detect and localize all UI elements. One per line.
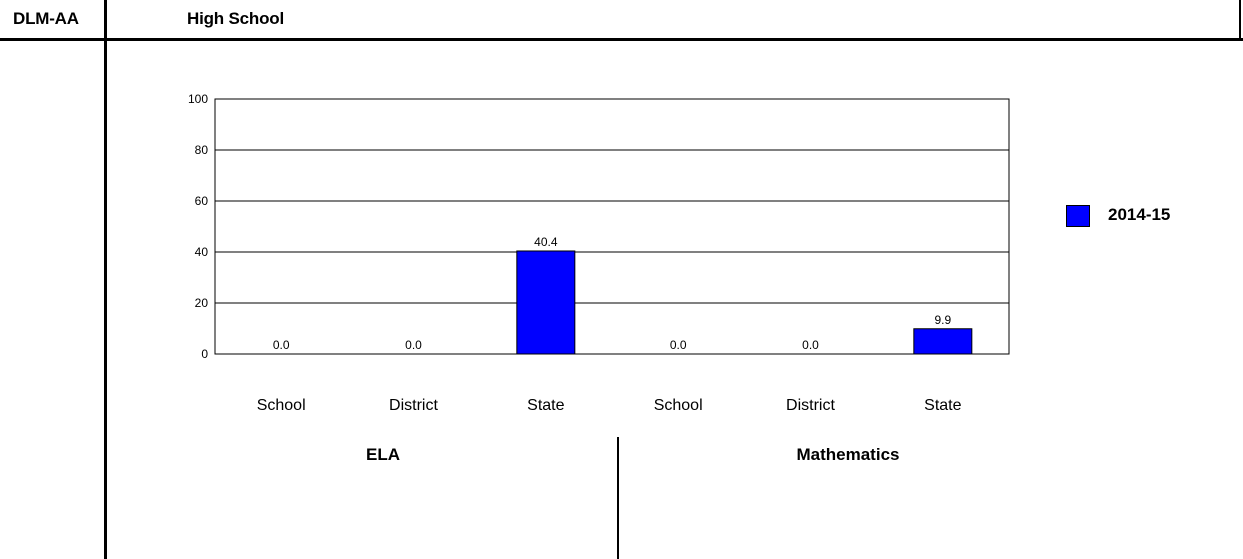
y-tick-label: 20 <box>195 296 209 310</box>
y-tick-label: 60 <box>195 194 209 208</box>
data-label: 0.0 <box>273 338 290 352</box>
plot-frame <box>214 98 1010 355</box>
data-label: 0.0 <box>670 338 687 352</box>
right-header-border <box>1239 0 1241 40</box>
left-column-divider <box>104 0 107 559</box>
x-tick-label: State <box>924 397 961 414</box>
x-tick-label: School <box>654 397 703 414</box>
y-tick-label: 100 <box>188 92 208 106</box>
header-rule <box>0 38 1243 41</box>
x-tick-label: District <box>786 397 835 414</box>
x-tick-label: State <box>527 397 564 414</box>
y-tick-label: 0 <box>201 347 208 361</box>
page-title: High School <box>187 9 284 28</box>
data-label: 0.0 <box>405 338 422 352</box>
data-label: 9.9 <box>934 313 951 327</box>
assessment-label: DLM-AA <box>13 9 79 28</box>
data-label: 40.4 <box>534 235 558 249</box>
data-label: 0.0 <box>802 338 819 352</box>
bar <box>516 250 576 355</box>
y-tick-label: 40 <box>195 245 209 259</box>
group-divider <box>617 437 619 559</box>
x-tick-label: School <box>257 397 306 414</box>
group-label-ela: ELA <box>366 445 400 464</box>
bar <box>913 328 973 355</box>
y-tick-label: 80 <box>195 143 209 157</box>
group-label-mathematics: Mathematics <box>796 445 900 464</box>
legend-swatch <box>1066 205 1090 227</box>
x-tick-label: District <box>389 397 438 414</box>
legend-label: 2014-15 <box>1108 205 1171 224</box>
